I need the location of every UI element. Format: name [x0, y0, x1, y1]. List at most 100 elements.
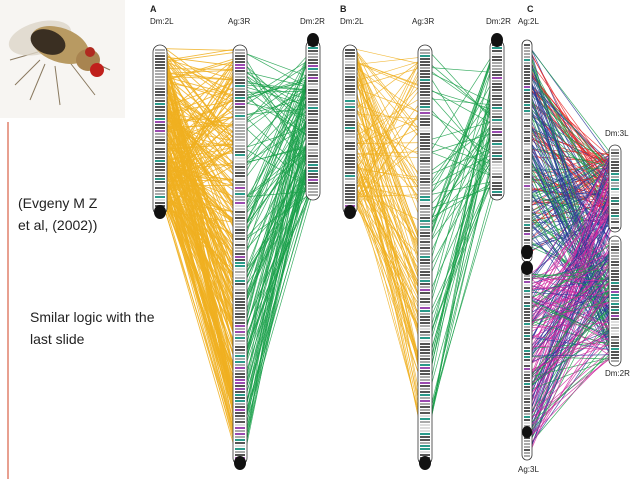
synteny-link [354, 83, 423, 191]
band [611, 215, 619, 217]
synteny-link [243, 62, 313, 106]
band [155, 154, 165, 156]
band [492, 107, 502, 109]
synteny-link [164, 204, 239, 452]
band [524, 188, 530, 190]
band [235, 310, 245, 312]
band [524, 452, 530, 454]
band [235, 88, 245, 90]
synteny-link [164, 115, 239, 191]
synteny-link [354, 113, 423, 120]
band [524, 155, 530, 157]
band [235, 211, 245, 213]
synteny-link [164, 137, 239, 209]
band [524, 236, 530, 238]
centromere [521, 245, 533, 259]
band [420, 100, 430, 102]
band [155, 52, 165, 54]
band [308, 134, 318, 136]
synteny-link [164, 163, 239, 352]
band [155, 82, 165, 84]
band [345, 124, 355, 126]
band [155, 94, 165, 96]
band [235, 67, 245, 69]
band [420, 331, 430, 333]
band [420, 55, 430, 57]
band [611, 173, 619, 175]
band [524, 215, 530, 217]
synteny-link [243, 167, 313, 379]
band [420, 445, 430, 447]
synteny-link [427, 51, 496, 156]
band [235, 121, 245, 123]
band [524, 332, 530, 334]
chromosome-label: Ag:3L [518, 465, 539, 474]
band [420, 127, 430, 129]
band [524, 359, 530, 361]
synteny-link [427, 87, 496, 348]
band [308, 128, 318, 130]
band [420, 448, 430, 450]
band [155, 124, 165, 126]
band [611, 246, 619, 248]
band [235, 295, 245, 297]
synteny-link [243, 52, 313, 90]
band [492, 146, 502, 148]
band [235, 289, 245, 291]
band [155, 79, 165, 81]
band [345, 58, 355, 60]
band [524, 185, 530, 187]
band [235, 145, 245, 147]
synteny-link [354, 158, 423, 366]
band [492, 113, 502, 115]
synteny-link [427, 92, 496, 187]
synteny-link [529, 206, 613, 440]
band [611, 164, 619, 166]
synteny-link [164, 58, 239, 82]
synteny-link [354, 174, 423, 308]
synteny-link [164, 96, 239, 154]
citation: et al, (2002)) [18, 217, 97, 233]
band [235, 373, 245, 375]
band [524, 365, 530, 367]
band [420, 121, 430, 123]
band [524, 167, 530, 169]
synteny-link [243, 111, 313, 248]
band [235, 49, 245, 51]
synteny-link [529, 166, 613, 303]
band [155, 106, 165, 108]
synteny-link [529, 277, 613, 404]
band [611, 297, 619, 299]
synteny-link [354, 115, 423, 381]
synteny-link [164, 99, 239, 114]
band [235, 367, 245, 369]
band [235, 313, 245, 315]
synteny-link [529, 50, 613, 209]
synteny-link [354, 61, 423, 91]
band [155, 103, 165, 105]
chromosome-label: Dm:2L [340, 17, 364, 26]
band [155, 88, 165, 90]
band [420, 205, 430, 207]
synteny-link [243, 144, 313, 164]
band [611, 243, 619, 245]
synteny-link [243, 157, 313, 366]
band [524, 317, 530, 319]
band [235, 298, 245, 300]
band [524, 356, 530, 358]
synteny-link [529, 273, 613, 290]
synteny-link [529, 139, 613, 333]
band [524, 380, 530, 382]
band [524, 62, 530, 64]
band [420, 286, 430, 288]
band [524, 449, 530, 451]
panel-label: C [527, 4, 534, 14]
band [308, 170, 318, 172]
band [235, 256, 245, 258]
band [235, 430, 245, 432]
synteny-link [164, 160, 239, 167]
band [611, 221, 619, 223]
synteny-link [529, 273, 613, 280]
synteny-link [164, 52, 239, 179]
synteny-link [164, 57, 239, 81]
